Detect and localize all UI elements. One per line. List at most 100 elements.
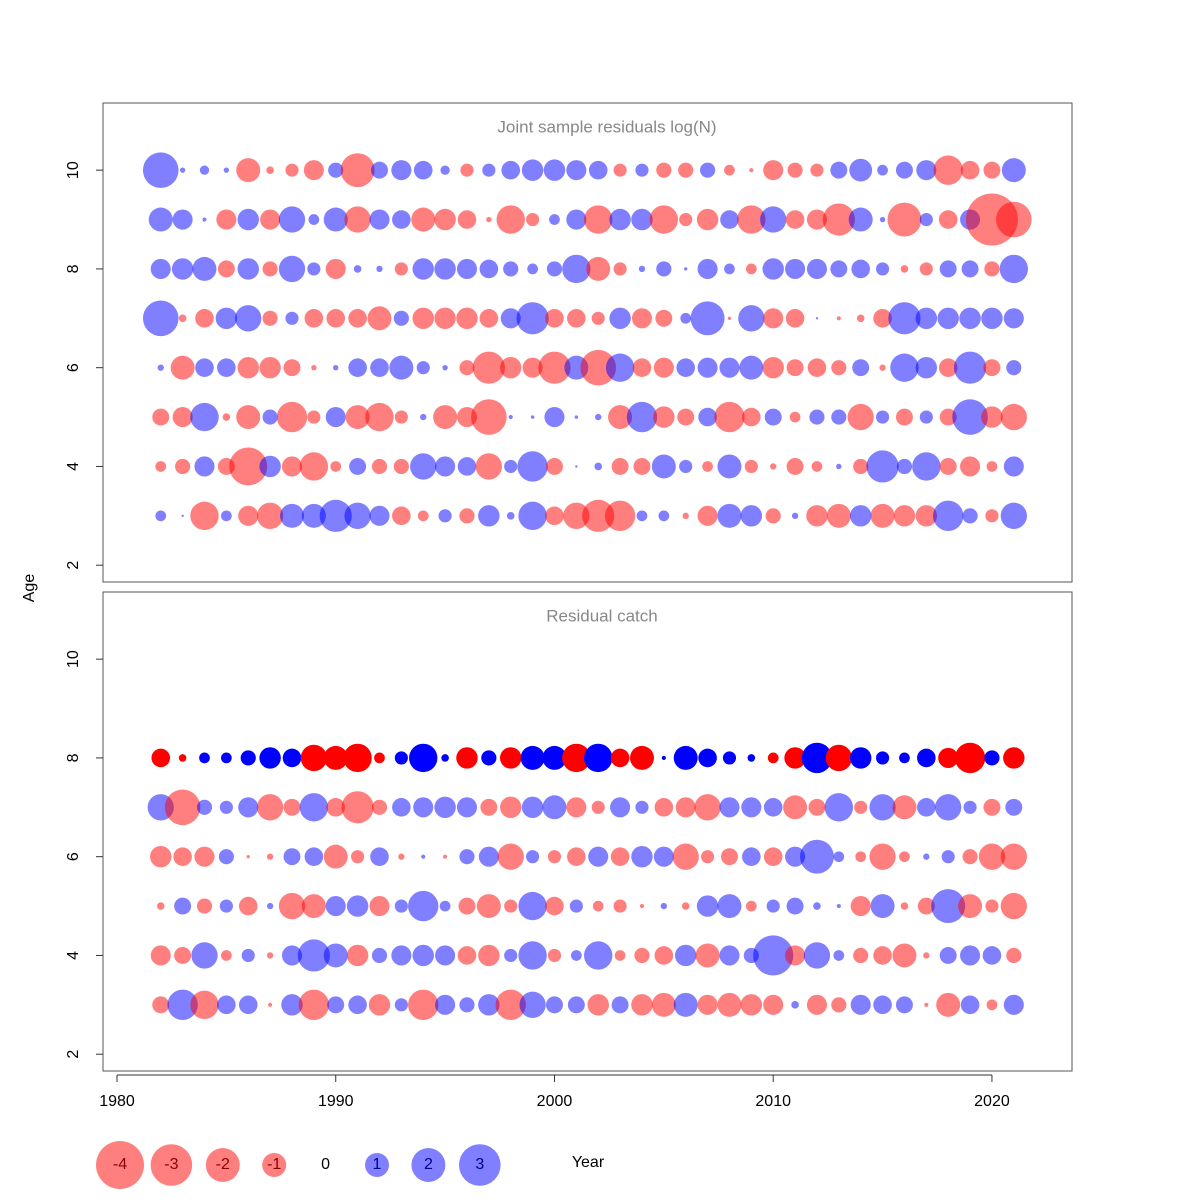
- residual-bubble: [175, 458, 191, 475]
- residual-bubble: [497, 843, 524, 870]
- residual-bubble: [219, 899, 233, 913]
- residual-bubble: [745, 263, 757, 275]
- residual-bubble: [806, 258, 827, 279]
- residual-bubble: [917, 897, 935, 915]
- residual-bubble: [413, 160, 433, 180]
- residual-bubble: [371, 799, 388, 815]
- residual-bubble: [238, 896, 258, 916]
- residual-bubble: [506, 512, 515, 520]
- residual-bubble: [549, 214, 560, 225]
- residual-bubble: [301, 503, 326, 528]
- residual-bubble: [919, 212, 933, 227]
- residual-bubble: [369, 505, 390, 526]
- residual-bubble: [170, 355, 195, 380]
- residual-bubble: [413, 797, 434, 818]
- residual-bubble: [677, 408, 695, 426]
- residual-bubble: [610, 797, 631, 818]
- residual-bubble: [194, 846, 215, 867]
- residual-bubble: [888, 302, 921, 335]
- residual-bubble: [714, 401, 745, 433]
- residual-bubble: [478, 994, 500, 1016]
- residual-bubble: [935, 794, 962, 821]
- residual-bubble: [698, 407, 717, 427]
- residual-bubble: [609, 307, 631, 330]
- x-axis-label: Year: [572, 1154, 605, 1171]
- residual-bubble: [151, 748, 171, 768]
- residual-bubble: [635, 800, 649, 814]
- residual-bubble: [223, 167, 230, 173]
- residual-bubble: [870, 503, 895, 528]
- residual-bubble: [566, 209, 587, 230]
- residual-bubble: [847, 403, 874, 431]
- residual-bubble: [530, 415, 535, 419]
- residual-bubble: [410, 453, 437, 480]
- residual-bubble: [268, 1002, 273, 1007]
- residual-bubble: [325, 896, 346, 917]
- residual-bubble: [791, 1001, 799, 1009]
- residual-bubble: [591, 311, 605, 325]
- residual-bubble: [349, 457, 367, 475]
- residual-bubble: [742, 847, 761, 866]
- residual-bubble: [876, 262, 890, 276]
- residual-bubble: [635, 163, 649, 177]
- residual-bubble: [717, 992, 742, 1017]
- residual-bubble: [651, 454, 676, 479]
- residual-bubble: [171, 258, 194, 280]
- residual-bubble: [326, 798, 346, 817]
- residual-bubble: [742, 407, 761, 427]
- residual-bubble: [806, 505, 828, 527]
- residual-bubble: [586, 256, 611, 281]
- residual-bubble: [785, 846, 806, 867]
- residual-bubble: [278, 206, 306, 233]
- residual-bubble: [150, 258, 171, 279]
- residual-bubble: [443, 854, 448, 859]
- residual-bubble: [545, 506, 564, 526]
- residual-bubble: [786, 457, 804, 475]
- residual-bubble: [917, 748, 936, 768]
- residual-bubble: [545, 309, 564, 328]
- residual-bubble: [836, 903, 841, 909]
- residual-bubble: [195, 358, 214, 377]
- residual-bubble: [190, 990, 219, 1020]
- residual-bubble: [939, 457, 957, 475]
- residual-bubble: [412, 944, 434, 967]
- residual-bubble: [962, 508, 978, 524]
- residual-bubble: [717, 454, 742, 479]
- residual-bubble: [434, 796, 456, 819]
- residual-bubble: [475, 453, 502, 480]
- residual-bubble: [279, 503, 304, 528]
- residual-bubble: [562, 254, 591, 284]
- residual-bubble: [610, 748, 630, 768]
- residual-bubble: [238, 995, 258, 1015]
- residual-bubble: [266, 853, 274, 860]
- residual-bubble: [661, 755, 666, 761]
- residual-bubble: [409, 743, 438, 773]
- residual-bubble: [174, 946, 192, 964]
- x-tick-label: 2000: [537, 1093, 573, 1110]
- residual-bubble: [496, 205, 525, 234]
- residual-bubble: [613, 262, 627, 276]
- residual-bubble: [459, 508, 475, 524]
- residual-bubble: [810, 163, 824, 177]
- residual-bubble: [503, 261, 519, 277]
- residual-bubble: [281, 994, 303, 1016]
- residual-bubble: [259, 747, 281, 769]
- residual-bubble: [340, 153, 375, 188]
- residual-bubble: [262, 310, 278, 326]
- legend-label: 3: [475, 1156, 484, 1173]
- residual-bubble: [417, 510, 429, 522]
- residual-bubble: [351, 850, 365, 864]
- residual-bubble: [307, 410, 321, 424]
- residual-bubble: [717, 894, 742, 919]
- residual-bubble: [631, 994, 653, 1016]
- residual-bubble: [978, 843, 1006, 870]
- residual-bubble: [983, 161, 1001, 179]
- residual-bubble: [217, 358, 236, 377]
- residual-bubble: [836, 316, 841, 321]
- residual-bubble: [574, 415, 579, 419]
- residual-bubble: [739, 355, 764, 380]
- residual-bubble: [237, 356, 259, 379]
- residual-bubble: [727, 316, 732, 321]
- residual-bubble: [679, 212, 693, 227]
- residual-bubble: [984, 261, 1000, 277]
